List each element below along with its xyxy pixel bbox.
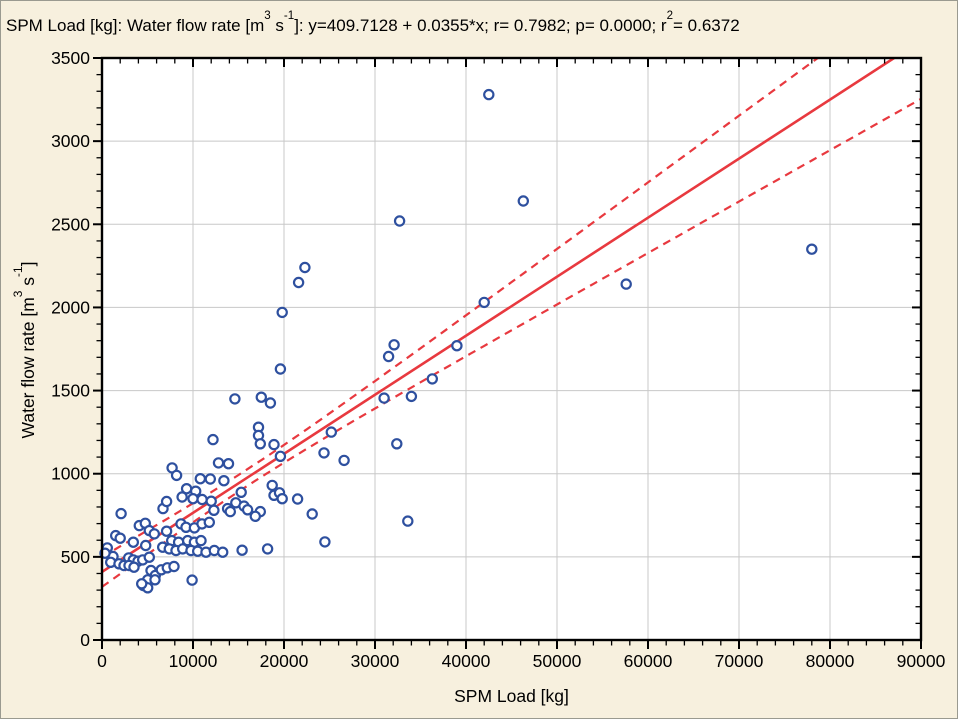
x-tick-label: 60000	[624, 651, 673, 671]
data-point	[143, 551, 155, 563]
x-tick-label: 30000	[351, 651, 400, 671]
data-point	[382, 350, 395, 363]
data-point	[204, 473, 216, 485]
data-point	[255, 391, 267, 403]
data-point	[207, 433, 219, 446]
data-point	[292, 276, 305, 289]
data-point	[224, 505, 236, 518]
data-point	[168, 560, 180, 573]
data-point	[195, 534, 207, 547]
x-tick-label: 90000	[897, 651, 946, 671]
data-point	[128, 561, 140, 573]
y-tick-label: 0	[80, 630, 90, 650]
data-point	[266, 479, 278, 492]
y-tick-label: 3500	[51, 48, 90, 68]
data-point	[483, 88, 495, 101]
data-point	[236, 544, 248, 556]
data-point	[176, 491, 188, 503]
data-point	[170, 469, 183, 482]
data-point	[426, 373, 438, 385]
data-point	[276, 493, 288, 505]
data-point	[276, 306, 288, 319]
data-point	[299, 261, 311, 274]
x-tick-label: 40000	[442, 651, 491, 671]
data-point	[391, 438, 403, 450]
data-point	[135, 578, 148, 590]
y-tick-label: 1000	[51, 464, 90, 484]
data-point	[241, 504, 254, 516]
data-point	[139, 539, 152, 552]
data-point	[205, 495, 217, 507]
data-point	[208, 504, 220, 516]
data-point	[222, 458, 235, 470]
y-tick-label: 2500	[51, 214, 90, 234]
data-point	[319, 536, 331, 548]
data-point	[306, 508, 318, 520]
data-point	[148, 528, 160, 540]
plot-area	[102, 58, 921, 640]
y-tick-label: 500	[61, 547, 90, 567]
data-point	[127, 536, 140, 548]
confidence-band-lower	[102, 97, 921, 588]
data-point	[216, 546, 229, 558]
data-point	[264, 397, 277, 409]
data-point	[517, 195, 530, 207]
data-point	[149, 574, 161, 586]
x-tick-label: 70000	[715, 651, 764, 671]
y-tick-label: 2000	[51, 297, 90, 317]
data-point	[115, 507, 127, 520]
data-point	[235, 486, 247, 498]
data-point	[254, 438, 266, 450]
data-point	[393, 215, 406, 227]
data-point	[160, 495, 173, 508]
data-point	[268, 438, 280, 451]
data-point	[194, 473, 206, 485]
data-point	[402, 515, 414, 527]
x-tick-label: 50000	[533, 651, 582, 671]
x-tick-label: 0	[97, 651, 107, 671]
data-point	[291, 493, 304, 505]
data-point	[229, 393, 241, 405]
data-point	[478, 296, 490, 309]
data-point	[261, 543, 274, 555]
data-point	[114, 532, 126, 544]
y-axis-label: Water flow rate [m3 s-1]	[10, 261, 38, 439]
x-tick-label: 20000	[260, 651, 309, 671]
y-tick-label: 1500	[51, 381, 90, 401]
data-point	[806, 243, 818, 255]
data-point	[274, 450, 287, 462]
data-point	[378, 392, 390, 404]
data-point	[451, 340, 463, 352]
data-point	[249, 510, 261, 522]
data-point	[388, 339, 400, 351]
confidence-band-upper	[102, 58, 820, 558]
data-point	[218, 475, 230, 487]
data-point	[620, 278, 632, 290]
plot-border	[100, 56, 923, 642]
y-tick-label: 3000	[51, 131, 90, 151]
regression-line	[102, 58, 897, 573]
data-point	[405, 390, 418, 403]
x-tick-label: 10000	[169, 651, 218, 671]
data-point	[338, 454, 350, 467]
data-point	[203, 516, 215, 529]
x-tick-label: 80000	[806, 651, 855, 671]
x-axis-label: SPM Load [kg]	[454, 686, 569, 706]
data-point	[212, 457, 225, 469]
data-point	[318, 447, 330, 459]
data-point	[325, 426, 337, 438]
data-point	[186, 574, 198, 586]
data-point	[196, 493, 208, 506]
data-point	[274, 363, 287, 375]
data-point	[160, 525, 173, 537]
data-point	[187, 493, 199, 505]
chart-title: SPM Load [kg]: Water flow rate [m3 s-1]:…	[6, 10, 740, 35]
